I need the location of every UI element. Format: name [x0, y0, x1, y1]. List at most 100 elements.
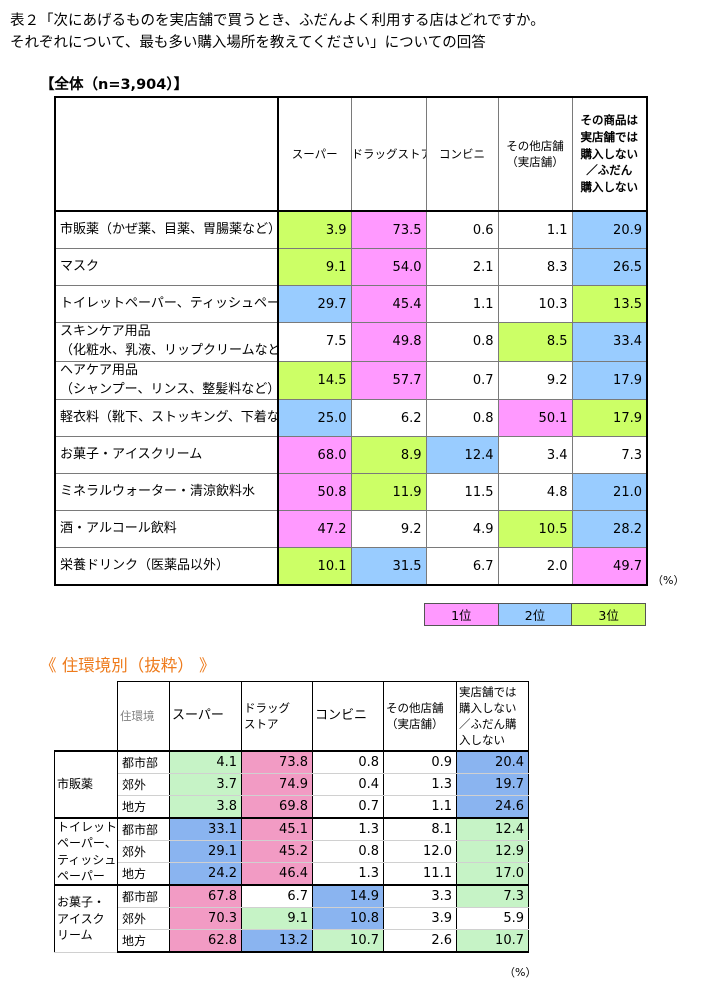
sub-value-cell: 1.1 [383, 795, 457, 819]
sub-value-cell: 3.3 [383, 884, 457, 908]
text-line: マスク [60, 258, 100, 274]
sub-table-row: 地方 62.8 13.2 10.7 2.6 10.7 [55, 929, 529, 953]
area-label: 郊外 [117, 773, 170, 796]
sub-value-cell: 0.9 [383, 750, 457, 774]
text-line: ／ふだん購 [459, 717, 517, 731]
value-cell: 26.5 [571, 248, 648, 286]
value-cell: 2.1 [425, 248, 499, 286]
text-line: コンビニ [315, 707, 368, 723]
value-cell: 50.1 [497, 399, 573, 438]
text-line: ／ふだん [586, 163, 633, 178]
table-row: お菓子・アイスクリーム 68.0 8.9 12.4 3.4 7.3 [54, 436, 648, 475]
value-cell: 20.9 [571, 210, 648, 249]
text-line: コンビニ [439, 147, 485, 161]
text-line: その他店舗 [386, 700, 444, 715]
sub-unit-label: （%） [504, 966, 537, 979]
text-line: 入しない [459, 733, 505, 748]
value-cell: 7.3 [571, 436, 648, 475]
column-header: コンビニ [425, 96, 499, 212]
value-cell: 3.4 [497, 436, 573, 475]
sub-value-cell: 45.2 [241, 840, 313, 863]
sub-value-cell: 10.7 [312, 929, 384, 953]
sub-value-cell: 0.7 [312, 795, 384, 819]
row-label: 酒・アルコール飲料 [54, 510, 279, 549]
value-cell: 1.1 [497, 210, 573, 249]
text-line: （実店舗） [386, 717, 444, 731]
sub-table-row: 地方 24.2 46.4 1.3 11.1 17.0 [55, 862, 529, 886]
table-row: スキンケア用品 （化粧水、乳液、リップクリームなど） 7.5 49.8 0.8 8.5 33… [54, 322, 648, 362]
row-label: 栄養ドリンク（医薬品以外） [54, 547, 279, 586]
sub-value-cell: 14.9 [312, 884, 384, 908]
area-label: 都市部 [117, 884, 170, 908]
text-line: 実店舗では [459, 684, 517, 699]
text-line: （シャンプー、リンス、整髪料など） [60, 381, 278, 397]
sub-table-row: トイレット ペーパー、 ティッシュ ペーパー 都市部 33.1 45.1 1.3 8.1 12.4 [54, 817, 529, 886]
table-row: マスク 9.1 54.0 2.1 8.3 26.5 [54, 248, 648, 286]
value-cell: 50.8 [277, 473, 352, 512]
text-line: ティッシュ [57, 852, 117, 867]
sub-column-header: 実店舗では 購入しない ／ふだん購 入しない [456, 681, 529, 752]
sub-value-cell: 9.1 [241, 907, 313, 930]
sub-value-cell: 74.9 [241, 773, 313, 796]
text-line: 市販薬 [57, 777, 94, 792]
value-cell: 47.2 [277, 510, 352, 549]
value-cell: 33.4 [571, 322, 648, 362]
value-cell: 1.1 [425, 285, 499, 323]
sub-value-cell: 29.1 [169, 840, 242, 863]
sub-value-cell: 24.6 [456, 795, 529, 819]
text-line: ペーパー、 [57, 836, 117, 851]
sub-value-cell: 12.9 [456, 840, 529, 863]
value-cell: 21.0 [571, 473, 648, 512]
main-table: スーパー ドラッグストア コンビニ その他店舗 （実店舗） その商品は 実店舗では 購入しない… [54, 96, 648, 587]
sub-column-header: ドラッグ ストア [241, 681, 313, 752]
sub-value-cell: 46.4 [241, 862, 313, 886]
value-cell: 17.9 [571, 399, 648, 438]
value-cell: 49.8 [350, 322, 427, 362]
sub-column-header: コンビニ [312, 681, 384, 752]
text-line: （実店舗） [506, 155, 564, 169]
value-cell: 0.8 [425, 399, 499, 438]
row-label: お菓子・アイスクリーム [54, 436, 279, 475]
text-line: 酒・アルコール飲料 [60, 520, 177, 536]
sub-value-cell: 69.8 [241, 795, 313, 819]
sub-column-header: その他店舗 （実店舗） [383, 681, 457, 752]
text-line: 購入しない [580, 180, 639, 194]
row-label: ヘアケア用品 （シャンプー、リンス、整髪料など） [54, 360, 279, 401]
area-label: 都市部 [117, 750, 170, 774]
sub-value-cell: 13.2 [241, 929, 313, 953]
value-cell: 10.1 [277, 547, 352, 586]
sub-value-cell: 4.1 [169, 750, 242, 774]
sub-value-cell: 19.7 [456, 773, 529, 796]
table-row: 軽衣料（靴下、ストッキング、下着など）25.06.20.850.117.9 [54, 399, 648, 438]
value-cell: 57.7 [350, 360, 427, 401]
value-cell: 31.5 [350, 547, 427, 586]
value-cell: 12.4 [425, 436, 499, 475]
header-row: スーパー ドラッグストア コンビニ その他店舗 （実店舗） その商品は 実店舗では 購入しない… [54, 96, 648, 212]
sub-value-cell: 67.8 [169, 884, 242, 908]
column-header: スーパー [277, 96, 352, 212]
value-cell: 8.5 [497, 322, 573, 362]
sub-value-cell: 10.8 [312, 907, 384, 930]
rank-legend: 1位 2位 3位 [424, 603, 646, 626]
total-label: 【全体（n=3,904）】 [40, 77, 189, 93]
text-line: その商品は [580, 113, 639, 128]
sub-value-cell: 6.7 [241, 884, 313, 908]
row-label: 市販薬（かぜ薬、目薬、胃腸薬など） [54, 210, 279, 249]
sub-table-row: お菓子・ アイスク リーム 都市部 67.8 6.7 14.9 3.3 7.3 [54, 884, 529, 953]
sub-value-cell: 8.1 [383, 817, 457, 841]
sub-table-row: 郊外 29.1 45.2 0.8 12.0 12.9 [55, 840, 529, 863]
table-row: 栄養ドリンク（医薬品以外） 10.1 31.5 6.7 2.0 49.7 [54, 547, 648, 586]
sub-value-cell: 62.8 [169, 929, 242, 953]
sub-value-cell: 17.0 [456, 862, 529, 886]
area-label: 地方 [117, 795, 170, 819]
value-cell: 8.9 [350, 436, 427, 475]
value-cell: 9.2 [350, 510, 427, 549]
area-label: 郊外 [117, 840, 170, 863]
sub-value-cell: 0.8 [312, 750, 384, 774]
table-row: 市販薬（かぜ薬、目薬、胃腸薬など） 3.9 73.5 0.6 1.1 20.9 [54, 210, 648, 249]
value-cell: 6.7 [425, 547, 499, 586]
text-line: スキンケア用品 [60, 324, 151, 339]
text-line: トイレット [57, 820, 118, 835]
value-cell: 13.5 [571, 285, 648, 323]
